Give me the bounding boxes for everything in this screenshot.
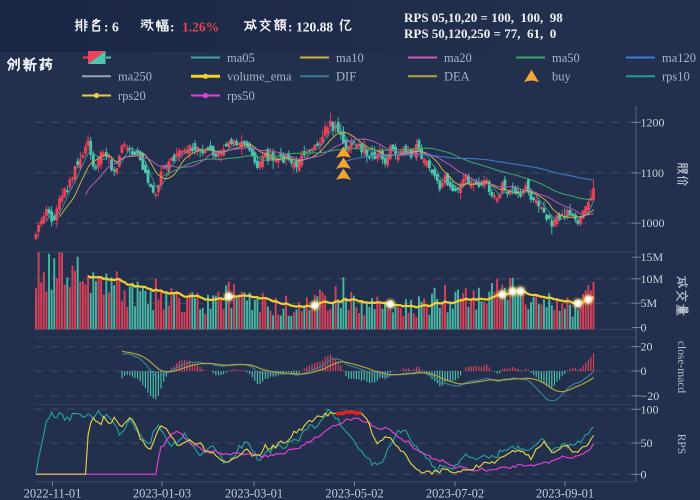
svg-text:rps10: rps10 [662, 70, 690, 84]
svg-text:100: 100 [641, 402, 659, 416]
svg-text:buy: buy [552, 70, 572, 84]
svg-text:1100: 1100 [641, 166, 665, 180]
svg-text:ma120: ma120 [662, 51, 696, 65]
svg-text:50: 50 [641, 436, 653, 450]
svg-text:2023-09-01: 2023-09-01 [536, 487, 594, 500]
svg-text:RPS: RPS [675, 434, 687, 454]
svg-text:1.26%: 1.26% [182, 20, 219, 35]
svg-text:rps20: rps20 [118, 89, 146, 103]
svg-text:20: 20 [641, 340, 653, 354]
svg-text:15M: 15M [641, 250, 664, 264]
svg-text:2023-01-03: 2023-01-03 [133, 487, 191, 500]
svg-text:rps50: rps50 [227, 89, 255, 103]
svg-text:0: 0 [641, 364, 647, 378]
svg-text:10M: 10M [641, 272, 664, 286]
svg-text:1200: 1200 [641, 115, 665, 129]
svg-text:120.88: 120.88 [296, 20, 333, 35]
svg-text:RPS 50,120,250 = 77, 61, 0: RPS 50,120,250 = 77, 61, 0 [404, 26, 556, 41]
svg-text:6: 6 [112, 20, 119, 35]
svg-text:ma20: ma20 [444, 51, 472, 65]
svg-text:2023-07-02: 2023-07-02 [426, 487, 484, 500]
svg-text::: : [288, 20, 293, 35]
svg-text:close-macd: close-macd [675, 341, 687, 394]
svg-text::: : [170, 20, 175, 35]
svg-text:2022-11-01: 2022-11-01 [24, 487, 82, 500]
svg-text:ma05: ma05 [227, 51, 255, 65]
svg-text:ma10: ma10 [336, 51, 364, 65]
svg-text:2023-03-01: 2023-03-01 [225, 487, 283, 500]
svg-text:volume_ema: volume_ema [227, 70, 292, 84]
svg-text:1000: 1000 [641, 216, 665, 230]
svg-text:0: 0 [641, 467, 647, 481]
svg-text:RPS 05,10,20 = 100, 100, 98: RPS 05,10,20 = 100, 100, 98 [404, 10, 563, 25]
svg-text::: : [104, 20, 109, 35]
svg-text:DEA: DEA [444, 70, 470, 84]
svg-text:−20: −20 [641, 389, 660, 403]
svg-text:ma50: ma50 [552, 51, 580, 65]
svg-text:0: 0 [641, 321, 647, 335]
svg-text:DIF: DIF [336, 70, 356, 84]
svg-text:2023-05-02: 2023-05-02 [325, 487, 383, 500]
svg-text:5M: 5M [641, 296, 658, 310]
svg-text:ma250: ma250 [118, 70, 152, 84]
